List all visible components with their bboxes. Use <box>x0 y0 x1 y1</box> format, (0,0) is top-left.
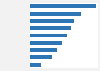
Bar <box>30 34 67 37</box>
Bar <box>30 41 62 45</box>
Bar <box>30 63 41 67</box>
Bar <box>30 4 96 8</box>
Bar <box>30 55 52 59</box>
Bar <box>30 26 71 30</box>
Bar <box>30 19 74 23</box>
Bar <box>30 12 81 16</box>
Bar <box>30 48 57 52</box>
